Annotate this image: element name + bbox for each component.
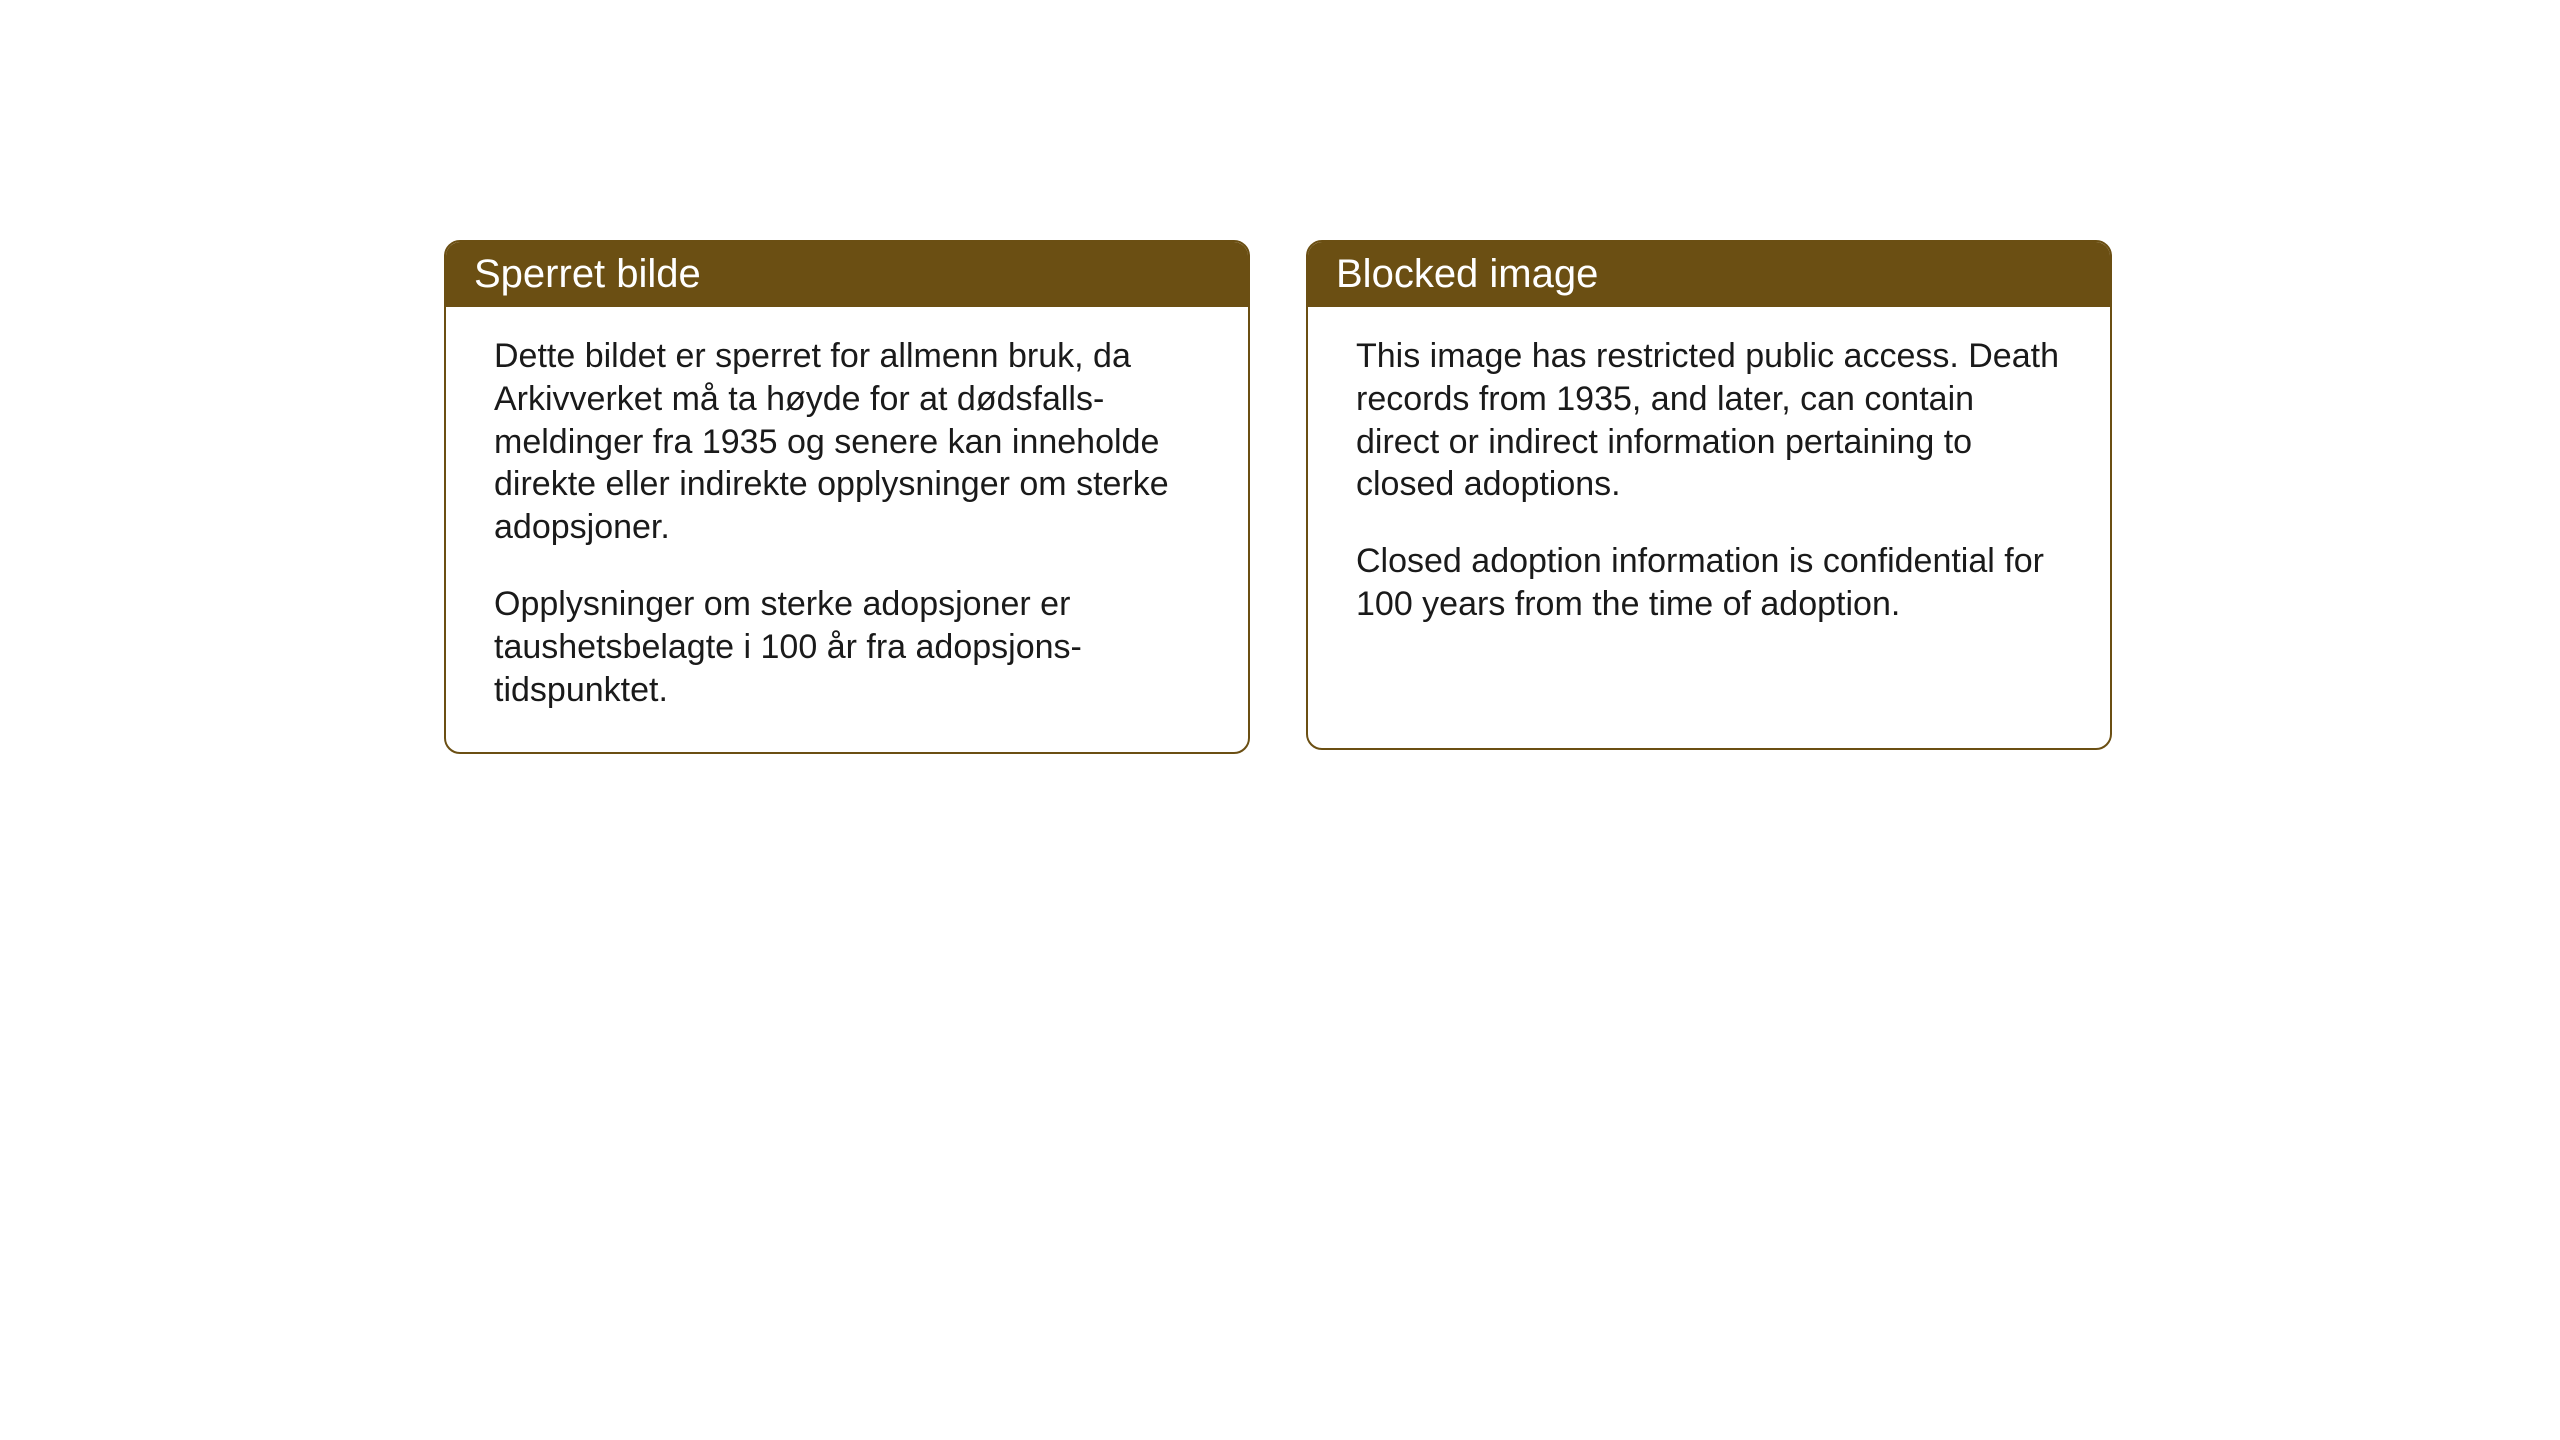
notice-title-norwegian: Sperret bilde	[474, 252, 701, 296]
notice-body-norwegian: Dette bildet er sperret for allmenn bruk…	[446, 307, 1248, 752]
notice-paragraph-2-english: Closed adoption information is confident…	[1356, 540, 2062, 626]
notice-body-english: This image has restricted public access.…	[1308, 307, 2110, 666]
notice-header-norwegian: Sperret bilde	[446, 242, 1248, 307]
notice-header-english: Blocked image	[1308, 242, 2110, 307]
notice-paragraph-2-norwegian: Opplysninger om sterke adopsjoner er tau…	[494, 583, 1200, 711]
notice-container: Sperret bilde Dette bildet er sperret fo…	[444, 240, 2112, 754]
notice-card-norwegian: Sperret bilde Dette bildet er sperret fo…	[444, 240, 1250, 754]
notice-paragraph-1-norwegian: Dette bildet er sperret for allmenn bruk…	[494, 335, 1200, 549]
notice-title-english: Blocked image	[1336, 252, 1598, 296]
notice-paragraph-1-english: This image has restricted public access.…	[1356, 335, 2062, 506]
notice-card-english: Blocked image This image has restricted …	[1306, 240, 2112, 750]
